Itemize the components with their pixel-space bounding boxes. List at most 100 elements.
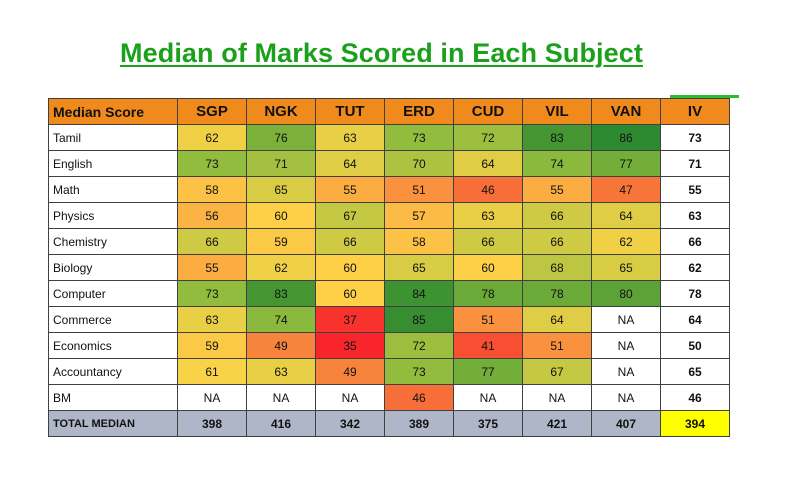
heatmap-cell: 58 bbox=[177, 176, 247, 203]
table-row-english: English 73 71 64 70 64 74 77 71 bbox=[48, 150, 730, 177]
iv-value-cell: 66 bbox=[660, 228, 730, 255]
heatmap-cell: 51 bbox=[522, 332, 592, 359]
column-header-van: VAN bbox=[591, 98, 661, 125]
heatmap-cell: 84 bbox=[384, 280, 454, 307]
heatmap-cell: 65 bbox=[246, 176, 316, 203]
heatmap-cell: 63 bbox=[177, 306, 247, 333]
heatmap-cell: 73 bbox=[384, 358, 454, 385]
heatmap-cell: 66 bbox=[315, 228, 385, 255]
row-label: Math bbox=[48, 176, 178, 203]
row-label: Biology bbox=[48, 254, 178, 281]
heatmap-cell: 76 bbox=[246, 124, 316, 151]
heatmap-cell: 55 bbox=[522, 176, 592, 203]
heatmap-cell: 66 bbox=[522, 202, 592, 229]
heatmap-cell: 77 bbox=[591, 150, 661, 177]
heatmap-cell: 80 bbox=[591, 280, 661, 307]
row-label: Physics bbox=[48, 202, 178, 229]
table-row-bm: BM NA NA NA 46 NA NA NA 46 bbox=[48, 384, 730, 411]
total-cell: 342 bbox=[315, 410, 385, 437]
heatmap-cell: 67 bbox=[315, 202, 385, 229]
heatmap-cell: 85 bbox=[384, 306, 454, 333]
row-label: Accountancy bbox=[48, 358, 178, 385]
heatmap-cell: 51 bbox=[453, 306, 523, 333]
heatmap-cell: NA bbox=[246, 384, 316, 411]
heatmap-cell: NA bbox=[591, 384, 661, 411]
iv-value-cell: 63 bbox=[660, 202, 730, 229]
heatmap-cell: 37 bbox=[315, 306, 385, 333]
heatmap-cell: 66 bbox=[177, 228, 247, 255]
iv-value-cell: 78 bbox=[660, 280, 730, 307]
row-label: English bbox=[48, 150, 178, 177]
heatmap-cell: 49 bbox=[315, 358, 385, 385]
heatmap-cell: 72 bbox=[453, 124, 523, 151]
iv-value-cell: 46 bbox=[660, 384, 730, 411]
heatmap-cell: 59 bbox=[177, 332, 247, 359]
heatmap-cell: 72 bbox=[384, 332, 454, 359]
row-label: Economics bbox=[48, 332, 178, 359]
row-label: Computer bbox=[48, 280, 178, 307]
iv-value-cell: 73 bbox=[660, 124, 730, 151]
heatmap-cell: 63 bbox=[315, 124, 385, 151]
heatmap-cell: 35 bbox=[315, 332, 385, 359]
heatmap-cell: 71 bbox=[246, 150, 316, 177]
iv-value-cell: 62 bbox=[660, 254, 730, 281]
row-label: Tamil bbox=[48, 124, 178, 151]
row-label: Commerce bbox=[48, 306, 178, 333]
heatmap-cell: 65 bbox=[591, 254, 661, 281]
heatmap-cell: 51 bbox=[384, 176, 454, 203]
total-median-row: TOTAL MEDIAN 398 416 342 389 375 421 407 394 bbox=[48, 410, 730, 437]
total-cell: 389 bbox=[384, 410, 454, 437]
heatmap-cell: 56 bbox=[177, 202, 247, 229]
heatmap-cell: 63 bbox=[246, 358, 316, 385]
table-row-computer: Computer 73 83 60 84 78 78 80 78 bbox=[48, 280, 730, 307]
table-row-economics: Economics 59 49 35 72 41 51 NA 50 bbox=[48, 332, 730, 359]
table-row-biology: Biology 55 62 60 65 60 68 65 62 bbox=[48, 254, 730, 281]
heatmap-cell: 63 bbox=[453, 202, 523, 229]
heatmap-cell: 74 bbox=[522, 150, 592, 177]
heatmap-cell: 64 bbox=[591, 202, 661, 229]
heatmap-cell: 83 bbox=[522, 124, 592, 151]
iv-value-cell: 64 bbox=[660, 306, 730, 333]
corner-header: Median Score bbox=[48, 98, 178, 125]
header-row: Median Score SGP NGK TUT ERD CUD VIL VAN IV bbox=[48, 98, 730, 125]
heatmap-cell: 73 bbox=[177, 150, 247, 177]
heatmap-cell: 66 bbox=[522, 228, 592, 255]
column-header-vil: VIL bbox=[522, 98, 592, 125]
heatmap-cell: 46 bbox=[384, 384, 454, 411]
chart-title: Median of Marks Scored in Each Subject bbox=[120, 38, 643, 68]
table-row-chemistry: Chemistry 66 59 66 58 66 66 62 66 bbox=[48, 228, 730, 255]
table-row-accountancy: Accountancy 61 63 49 73 77 67 NA 65 bbox=[48, 358, 730, 385]
heatmap-cell: 62 bbox=[177, 124, 247, 151]
total-cell: 407 bbox=[591, 410, 661, 437]
heatmap-cell: 46 bbox=[453, 176, 523, 203]
heatmap-cell: 73 bbox=[177, 280, 247, 307]
iv-total-cell: 394 bbox=[660, 410, 730, 437]
column-header-cud: CUD bbox=[453, 98, 523, 125]
iv-value-cell: 55 bbox=[660, 176, 730, 203]
column-header-erd: ERD bbox=[384, 98, 454, 125]
median-table-container: Median Score SGP NGK TUT ERD CUD VIL VAN IV Tam… bbox=[48, 98, 730, 437]
heatmap-cell: 62 bbox=[591, 228, 661, 255]
heatmap-cell: 83 bbox=[246, 280, 316, 307]
heatmap-cell: NA bbox=[177, 384, 247, 411]
heatmap-cell: 62 bbox=[246, 254, 316, 281]
heatmap-cell: 49 bbox=[246, 332, 316, 359]
heatmap-cell: NA bbox=[315, 384, 385, 411]
heatmap-cell: 66 bbox=[453, 228, 523, 255]
heatmap-cell: 74 bbox=[246, 306, 316, 333]
heatmap-cell: 60 bbox=[453, 254, 523, 281]
total-cell: 421 bbox=[522, 410, 592, 437]
total-median-label: TOTAL MEDIAN bbox=[48, 410, 178, 437]
heatmap-cell: 64 bbox=[453, 150, 523, 177]
heatmap-cell: 86 bbox=[591, 124, 661, 151]
heatmap-cell: 70 bbox=[384, 150, 454, 177]
total-cell: 375 bbox=[453, 410, 523, 437]
heatmap-cell: 78 bbox=[522, 280, 592, 307]
iv-value-cell: 50 bbox=[660, 332, 730, 359]
column-header-ngk: NGK bbox=[246, 98, 316, 125]
heatmap-cell: 67 bbox=[522, 358, 592, 385]
heatmap-cell: 55 bbox=[177, 254, 247, 281]
column-header-tut: TUT bbox=[315, 98, 385, 125]
heatmap-cell: 68 bbox=[522, 254, 592, 281]
heatmap-cell: 47 bbox=[591, 176, 661, 203]
